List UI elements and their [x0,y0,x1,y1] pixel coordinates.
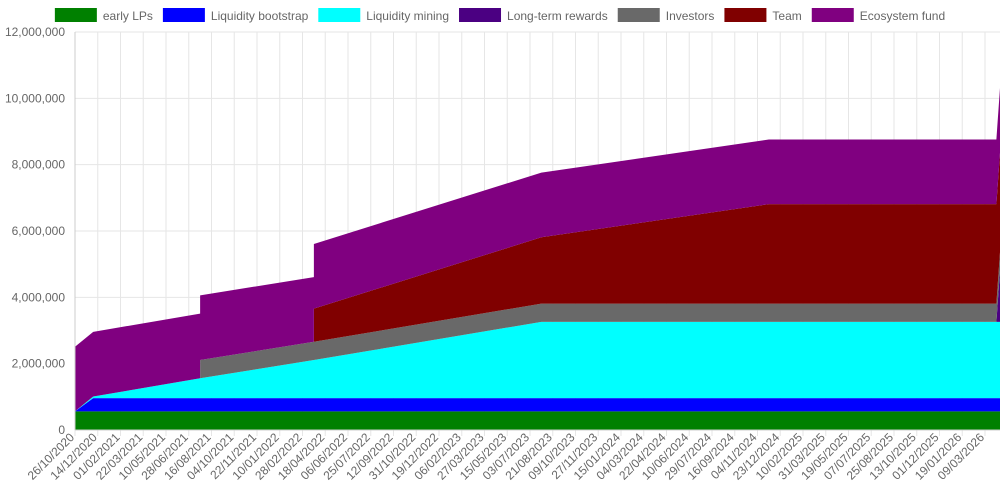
y-tick-label: 6,000,000 [12,224,66,238]
legend-swatch [617,8,660,22]
legend-item-investors[interactable]: Investors [617,8,715,23]
y-tick-labels: 0 2,000,000 4,000,000 6,000,000 8,000,000 10,… [5,25,65,437]
legend-label: Investors [666,9,715,23]
legend-item-liquidity-bootstrap[interactable]: Liquidity bootstrap [162,8,309,23]
y-tick-label: 0 [58,423,65,437]
area-team [75,117,1000,412]
legend-swatch [54,8,97,22]
y-tick-label: 2,000,000 [12,357,66,371]
legend-item-ecosystem-fund[interactable]: Ecosystem fund [811,8,945,23]
area-liquidity-bootstrap [75,398,1000,412]
legend-swatch [318,8,361,22]
legend-label: early LPs [103,9,153,23]
legend-label: Ecosystem fund [860,9,945,23]
axes [74,32,1000,431]
legend-label: Liquidity bootstrap [211,9,309,23]
legend-swatch [724,8,767,22]
legend-item-long-term-rewards[interactable]: Long-term rewards [459,8,608,23]
legend-label: Long-term rewards [507,9,608,23]
legend-swatch [459,8,502,22]
legend-label: Team [772,9,801,23]
legend: early LPs Liquidity bootstrap Liquidity mi… [54,8,945,23]
legend-item-early-lps[interactable]: early LPs [54,8,153,23]
area-early-lps [75,411,1000,430]
area-ecosystem-fund [75,53,1000,412]
y-tick-label: 12,000,000 [5,25,65,39]
legend-item-team[interactable]: Team [724,8,802,23]
area-series [75,53,1000,430]
legend-item-liquidity-mining[interactable]: Liquidity mining [318,8,449,23]
y-tick-label: 4,000,000 [12,290,66,304]
y-tick-label: 8,000,000 [12,158,66,172]
legend-label: Liquidity mining [366,9,449,23]
area-investors [75,217,1000,412]
area-liquidity-mining [75,321,1000,412]
legend-swatch [162,8,205,22]
legend-swatch [811,8,854,22]
x-tick-labels: 26/10/202014/12/202001/02/202122/03/2021… [25,430,988,483]
y-tick-label: 10,000,000 [5,91,65,105]
